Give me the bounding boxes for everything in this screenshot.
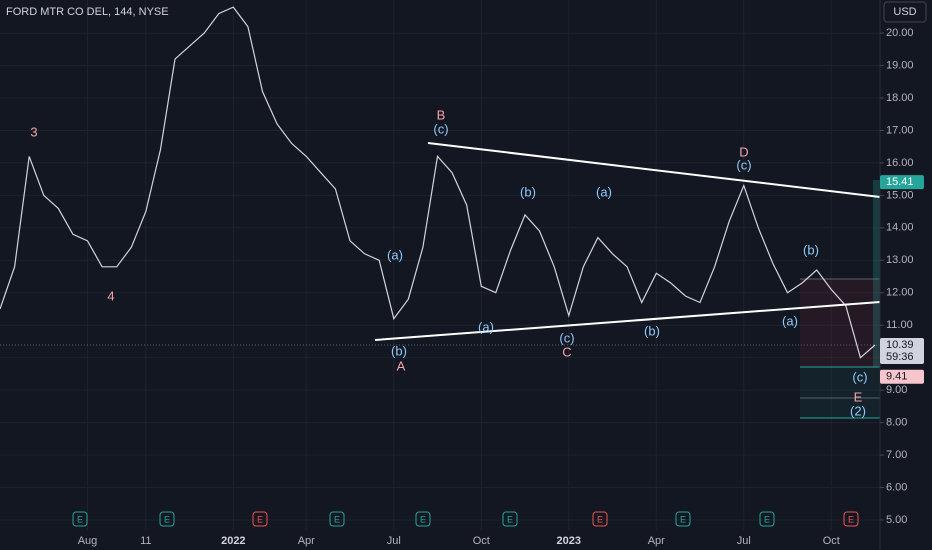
event-icon bbox=[329, 511, 345, 527]
event-label: E bbox=[848, 514, 854, 524]
price-label-box bbox=[880, 338, 924, 365]
wave-label: (b) bbox=[803, 242, 819, 257]
x-tick-label: Jul bbox=[737, 535, 751, 547]
countdown: 59:36 bbox=[886, 351, 914, 363]
wave-label: (c) bbox=[559, 330, 574, 345]
event-icon bbox=[759, 511, 775, 527]
y-tick-label: 16.00 bbox=[886, 157, 914, 169]
y-tick-label: 5.00 bbox=[886, 514, 907, 526]
range-bar bbox=[873, 180, 880, 367]
wave-label: (a) bbox=[782, 313, 798, 328]
y-tick-label: 11.00 bbox=[886, 319, 913, 331]
y-tick-label: 20.00 bbox=[886, 27, 914, 39]
wave-label: (c) bbox=[433, 121, 448, 136]
chart-title: FORD MTR CO DEL, 144, NYSE bbox=[6, 6, 169, 18]
reward-zone bbox=[800, 367, 880, 418]
x-tick-label: 2022 bbox=[221, 535, 245, 547]
x-tick-label: 11 bbox=[140, 535, 151, 547]
currency-button[interactable] bbox=[883, 1, 927, 23]
event-icon bbox=[843, 511, 859, 527]
x-tick-label: 2023 bbox=[557, 535, 581, 547]
trend-line bbox=[427, 142, 881, 198]
wave-label: (b) bbox=[520, 184, 536, 199]
event-label: E bbox=[420, 514, 426, 524]
x-tick-label: Oct bbox=[823, 535, 840, 547]
y-tick-label: 19.00 bbox=[886, 59, 914, 71]
trend-line bbox=[374, 301, 881, 341]
price-label-box bbox=[880, 175, 924, 190]
x-tick-label: Aug bbox=[78, 535, 98, 547]
x-tick-label: Apr bbox=[298, 535, 315, 547]
event-label: E bbox=[597, 514, 603, 524]
grid bbox=[0, 0, 880, 530]
wave-label: 3 bbox=[30, 124, 37, 139]
wave-label: E bbox=[854, 389, 863, 404]
y-tick-label: 15.00 bbox=[886, 189, 914, 201]
y-tick-label: 14.00 bbox=[886, 222, 914, 234]
wave-label: (c) bbox=[852, 369, 867, 384]
event-label: E bbox=[764, 514, 770, 524]
wave-label: (2) bbox=[850, 403, 866, 418]
event-label: E bbox=[164, 514, 170, 524]
y-tick-label: 8.00 bbox=[886, 416, 907, 428]
event-label: E bbox=[680, 514, 686, 524]
event-icon bbox=[592, 511, 608, 527]
event-icon bbox=[502, 511, 518, 527]
y-tick-label: 12.00 bbox=[886, 287, 914, 299]
wave-label: (a) bbox=[478, 319, 494, 334]
price-label: 10.39 bbox=[886, 339, 914, 351]
wave-label: (a) bbox=[387, 247, 403, 262]
wave-label: 4 bbox=[107, 288, 114, 303]
wave-label: (c) bbox=[736, 157, 751, 172]
x-tick-label: Oct bbox=[473, 535, 490, 547]
wave-label: (b) bbox=[391, 343, 407, 358]
currency[interactable]: USD bbox=[893, 6, 916, 18]
y-tick-label: 17.00 bbox=[886, 124, 914, 136]
wave-label: (b) bbox=[644, 323, 660, 338]
price-line bbox=[0, 6, 876, 359]
event-icon bbox=[159, 511, 175, 527]
event-label: E bbox=[334, 514, 340, 524]
event-icon bbox=[72, 511, 88, 527]
price-label: 9.41 bbox=[886, 371, 907, 383]
y-tick-label: 9.00 bbox=[886, 384, 907, 396]
price-label: 15.41 bbox=[886, 176, 914, 188]
y-tick-label: 7.00 bbox=[886, 449, 907, 461]
price-label-box bbox=[880, 369, 924, 384]
x-tick-label: Apr bbox=[648, 535, 665, 547]
wave-label: (a) bbox=[596, 184, 612, 199]
event-icon bbox=[252, 511, 268, 527]
event-label: E bbox=[77, 514, 83, 524]
wave-label: C bbox=[562, 344, 571, 359]
y-tick-label: 13.00 bbox=[886, 254, 914, 266]
wave-label: A bbox=[397, 358, 406, 373]
y-tick-label: 6.00 bbox=[886, 481, 907, 493]
wave-label: D bbox=[739, 144, 748, 159]
event-icon bbox=[415, 511, 431, 527]
x-tick-label: Jul bbox=[387, 535, 401, 547]
wave-label: B bbox=[437, 107, 446, 122]
risk-zone bbox=[800, 279, 880, 367]
event-label: E bbox=[257, 514, 263, 524]
event-label: E bbox=[507, 514, 513, 524]
plot bbox=[0, 6, 876, 359]
y-tick-label: 18.00 bbox=[886, 92, 914, 104]
event-icon bbox=[675, 511, 691, 527]
